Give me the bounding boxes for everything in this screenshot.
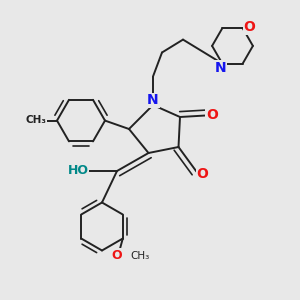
Text: O: O — [206, 108, 218, 122]
Text: O: O — [196, 167, 208, 181]
Text: CH₃: CH₃ — [130, 250, 149, 261]
Text: N: N — [147, 94, 159, 107]
Text: CH₃: CH₃ — [26, 115, 46, 125]
Text: HO: HO — [68, 164, 88, 177]
Text: O: O — [112, 249, 122, 262]
Text: O: O — [243, 20, 255, 34]
Text: N: N — [215, 61, 226, 75]
